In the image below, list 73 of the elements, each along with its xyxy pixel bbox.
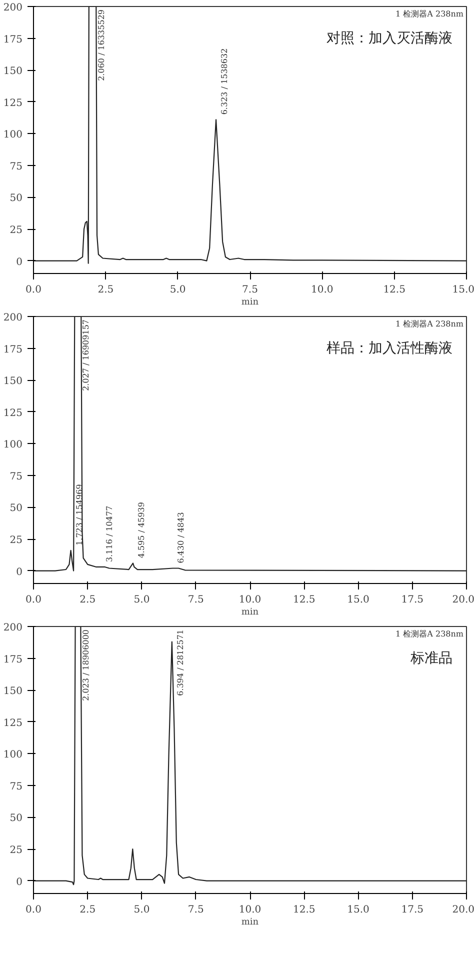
x-tick-label: 2.5 <box>80 594 96 606</box>
x-tick-label: 17.5 <box>401 904 424 916</box>
y-tick-label: 125 <box>3 718 23 729</box>
annotation: 6.323 / 1538632 <box>220 48 230 115</box>
y-tick-label: 75 <box>10 471 23 482</box>
annotation: 2.027 / 16909157 <box>81 319 90 391</box>
x-tick-label: 2.5 <box>98 284 114 296</box>
x-tick-label: 12.5 <box>292 904 316 916</box>
x-tick-label: 17.5 <box>401 594 424 606</box>
x-axis-title: min <box>241 918 259 928</box>
y-tick-label: 0 <box>16 566 23 578</box>
y-tick-label: 50 <box>10 813 23 824</box>
y-tick-label: 125 <box>3 408 23 419</box>
x-tick-label: 5.0 <box>170 284 186 296</box>
x-tick-label: 20.0 <box>452 594 474 606</box>
y-tick-label: 50 <box>10 193 23 204</box>
y-tick-label: 200 <box>3 312 23 324</box>
y-tick-label: 200 <box>3 622 23 634</box>
x-tick-label: 10.0 <box>238 594 262 606</box>
y-tick-label: 175 <box>3 34 23 46</box>
text: 标准品 <box>410 650 452 666</box>
x-tick-label: 5.0 <box>134 594 150 606</box>
y-tick-label: 125 <box>3 98 23 109</box>
annotation: 6.430 / 4843 <box>176 512 186 564</box>
line-series <box>34 316 466 572</box>
x-axis-title: min <box>241 608 259 618</box>
x-tick-label: 15.0 <box>347 904 370 916</box>
y-tick-label: 50 <box>10 503 23 514</box>
annotation: 3.116 / 10477 <box>104 506 114 562</box>
y-tick-label: 100 <box>3 750 23 761</box>
annotation: 1.723 / 154969 <box>74 484 84 546</box>
x-tick-label: 0.0 <box>26 904 42 916</box>
y-tick-label: 150 <box>3 66 23 78</box>
y-tick-label: 100 <box>3 440 23 451</box>
annotation: 2.023 / 18906000 <box>81 629 90 701</box>
annotation: 6.394 / 2812571 <box>176 630 185 696</box>
y-tick-label: 150 <box>3 376 23 388</box>
line-series <box>34 626 466 886</box>
y-tick-label: 75 <box>10 781 23 792</box>
line-series <box>34 6 466 264</box>
annotation: 1 检测器A 238nm <box>396 320 464 328</box>
y-tick-label: 175 <box>3 344 23 356</box>
y-tick-label: 200 <box>3 2 23 14</box>
x-tick-label: 15.0 <box>452 284 474 296</box>
x-tick-label: 12.5 <box>292 594 316 606</box>
y-tick-label: 25 <box>10 225 23 236</box>
annotation: 4.595 / 45939 <box>136 502 146 558</box>
y-tick-label: 75 <box>10 161 23 172</box>
x-tick-label: 2.5 <box>80 904 96 916</box>
x-tick-label: 0.0 <box>26 594 42 606</box>
x-tick-label: 7.5 <box>188 594 204 606</box>
x-tick-label: 15.0 <box>347 594 370 606</box>
x-tick-label: 20.0 <box>452 904 474 916</box>
y-tick-label: 25 <box>10 845 23 856</box>
x-tick-label: 10.0 <box>238 904 262 916</box>
y-tick-label: 25 <box>10 535 23 546</box>
y-tick-label: 175 <box>3 654 23 666</box>
annotation: 1 检测器A 238nm <box>396 10 464 18</box>
x-axis-title: min <box>241 298 259 308</box>
x-tick-label: 10.0 <box>311 284 334 296</box>
y-tick-label: 150 <box>3 686 23 698</box>
text: 对照：加入灭活酶液 <box>326 30 452 46</box>
y-tick-label: 100 <box>3 130 23 141</box>
x-tick-label: 12.5 <box>383 284 406 296</box>
y-tick-label: 0 <box>16 876 23 888</box>
annotation: 1 检测器A 238nm <box>396 630 464 638</box>
annotation: 2.060 / 16335529 <box>96 9 106 81</box>
x-tick-label: 5.0 <box>134 904 150 916</box>
x-tick-label: 7.5 <box>242 284 258 296</box>
x-tick-label: 7.5 <box>188 904 204 916</box>
text: 样品：加入活性酶液 <box>326 340 452 356</box>
x-tick-label: 0.0 <box>26 284 42 296</box>
y-tick-label: 0 <box>16 256 23 268</box>
